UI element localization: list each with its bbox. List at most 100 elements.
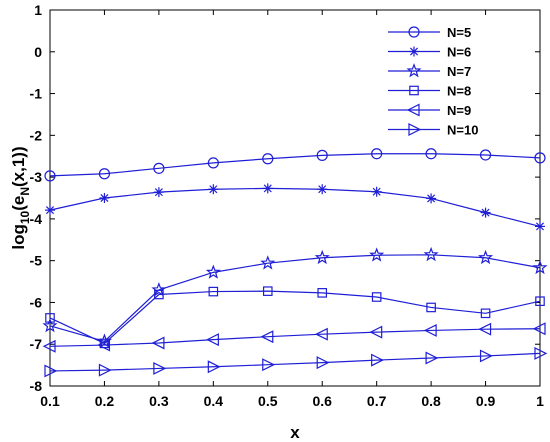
data-point	[478, 249, 494, 265]
data-point	[45, 205, 55, 216]
y-axis-title-base: 10	[18, 210, 32, 224]
y-tick-label: -7	[30, 336, 43, 352]
data-point	[535, 221, 545, 232]
x-tick-label: 0.7	[367, 393, 387, 409]
data-point	[371, 148, 383, 160]
data-point	[369, 247, 385, 262]
data-point	[260, 255, 276, 270]
data-point	[262, 286, 273, 296]
y-axis-title-e: (e	[9, 196, 28, 211]
x-tick-label: 0.1	[40, 393, 60, 409]
data-point	[205, 333, 219, 347]
data-point	[479, 349, 493, 363]
series-line	[49, 153, 541, 177]
series-line	[49, 187, 541, 227]
series-n9	[42, 322, 546, 353]
data-point	[426, 193, 437, 204]
legend-item: N=6	[388, 45, 471, 60]
legend-label: N=9	[447, 103, 471, 118]
y-tick-label: -8	[30, 378, 43, 394]
y-tick-label: 1	[34, 2, 42, 18]
legend-item: N=7	[388, 63, 471, 79]
data-point	[423, 246, 439, 262]
y-tick-label: -6	[30, 294, 43, 310]
data-point	[479, 149, 492, 161]
data-point	[317, 184, 328, 195]
x-tick-label: 0.5	[258, 393, 278, 409]
legend-label: N=6	[447, 45, 471, 60]
legend-label: N=5	[447, 25, 471, 40]
data-point	[425, 148, 437, 160]
data-point	[205, 264, 221, 279]
series-n10	[44, 346, 548, 378]
data-point	[207, 157, 219, 169]
y-axis-title: log10(eN(x,1))	[9, 146, 32, 249]
legend-marker	[409, 85, 419, 96]
data-point	[153, 361, 167, 375]
legend-box	[382, 20, 532, 138]
data-point	[208, 184, 219, 195]
x-tick-label: 0.6	[312, 393, 332, 409]
y-axis-ticks: 1 0 -1 -2 -3 -4 -5 -6 -7 -8	[30, 2, 540, 394]
data-point	[44, 170, 56, 182]
data-point	[154, 289, 164, 300]
data-point	[425, 351, 439, 365]
data-point	[371, 186, 382, 197]
legend-label: N=10	[447, 123, 478, 138]
legend-item: N=10	[388, 123, 478, 138]
data-point	[151, 336, 165, 350]
data-point	[534, 346, 548, 360]
series-layer	[42, 148, 548, 378]
data-point	[262, 358, 276, 372]
x-axis-ticks: 0.1 0.2 0.3 0.4 0.5 0.6 0.7 0.8 0.9 1	[40, 10, 544, 409]
data-point	[42, 339, 56, 353]
series-line	[49, 254, 541, 342]
data-point	[371, 353, 385, 367]
y-tick-label: -4	[30, 211, 43, 227]
y-tick-label: -1	[30, 86, 43, 102]
data-point	[369, 325, 383, 339]
legend-item: N=9	[388, 103, 471, 118]
x-tick-label: 0.9	[476, 393, 496, 409]
data-point	[44, 364, 58, 378]
y-axis-title-n: N	[18, 187, 32, 196]
data-point	[97, 338, 111, 352]
data-point	[42, 317, 58, 333]
data-point	[314, 249, 330, 265]
series-line	[49, 290, 541, 345]
data-point	[314, 327, 328, 341]
data-point	[45, 313, 55, 323]
series-line	[49, 328, 541, 347]
data-point	[480, 308, 491, 319]
data-point	[260, 330, 274, 344]
x-axis-title: x	[290, 423, 300, 442]
data-point	[426, 302, 436, 313]
x-tick-label: 0.3	[149, 393, 169, 409]
legend-marker	[406, 63, 422, 78]
data-point	[98, 363, 112, 377]
y-tick-label: -2	[30, 127, 43, 143]
x-tick-label: 1	[536, 393, 544, 409]
data-point	[262, 183, 273, 194]
legend-label: N=7	[447, 64, 471, 79]
data-point	[208, 286, 219, 297]
x-tick-label: 0.2	[95, 393, 115, 409]
data-point	[371, 292, 382, 302]
y-tick-label: 0	[34, 44, 42, 60]
y-tick-label: -5	[30, 253, 43, 269]
data-point	[262, 153, 274, 165]
legend-marker	[408, 123, 422, 136]
data-point	[478, 322, 492, 336]
data-point	[207, 360, 221, 374]
data-point	[532, 322, 546, 336]
data-point	[317, 288, 328, 298]
legend-marker	[406, 103, 420, 117]
series-n6	[45, 183, 545, 232]
legend-label: N=8	[447, 84, 471, 99]
data-point	[316, 149, 328, 161]
legend: N=5 N=6 N=7 N=8 N=9 N=10	[382, 20, 532, 138]
y-axis-title-args: (x,1))	[9, 146, 28, 187]
y-tick-label: -3	[30, 169, 43, 185]
legend-marker	[409, 46, 419, 57]
